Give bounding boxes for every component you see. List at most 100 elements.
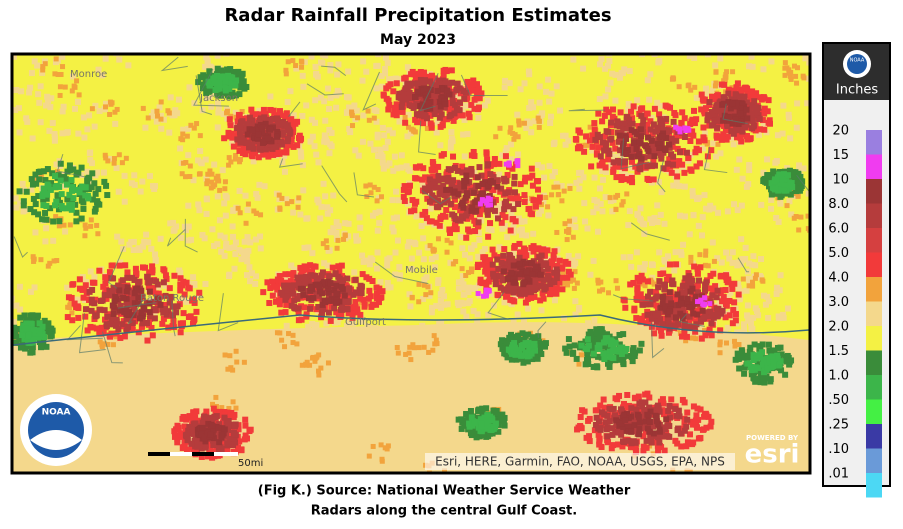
rain-cell (665, 407, 672, 414)
rain-cell (403, 351, 409, 357)
rain-cell (421, 344, 427, 350)
rain-cell (663, 416, 670, 423)
rain-cell (461, 183, 468, 190)
rain-cell (187, 313, 194, 320)
rain-cell (339, 279, 346, 286)
rain-cell (69, 317, 76, 324)
rain-cell (253, 111, 260, 118)
rain-cell (678, 443, 685, 450)
rain-cell (391, 332, 398, 339)
rain-cell (151, 185, 158, 192)
rain-cell (201, 235, 208, 242)
rain-cell (701, 413, 708, 420)
rain-cell (644, 425, 651, 432)
rain-cell (135, 245, 142, 252)
rain-cell (662, 146, 669, 153)
rain-cell (632, 148, 639, 155)
rain-cell (647, 143, 654, 150)
rain-cell (629, 144, 636, 151)
rain-cell (300, 291, 307, 298)
rain-cell (529, 271, 536, 278)
rain-cell (608, 129, 615, 136)
rain-cell (284, 99, 291, 106)
rain-cell (675, 425, 682, 432)
rain-cell (740, 276, 746, 282)
rain-cell (477, 276, 484, 283)
rain-cell (647, 126, 654, 133)
rain-cell (376, 208, 383, 215)
rain-cell (417, 76, 424, 83)
rain-cell (576, 177, 583, 184)
rain-cell (454, 299, 461, 306)
rain-cell (42, 238, 49, 245)
rain-cell (278, 277, 285, 284)
rain-cell (559, 286, 566, 293)
rain-cell (254, 135, 261, 142)
rain-cell (158, 116, 164, 122)
rain-cell (508, 210, 515, 217)
rain-cell (49, 120, 56, 127)
rain-cell (363, 68, 370, 75)
rain-cell (309, 250, 316, 257)
rain-cell (181, 438, 188, 445)
rain-cell (278, 140, 285, 147)
rain-cell (495, 215, 502, 222)
rain-cell (724, 324, 731, 331)
rain-cell (623, 176, 630, 183)
rain-cell (690, 403, 697, 410)
rain-cell (501, 84, 508, 91)
rain-cell (691, 263, 698, 270)
rain-cell (738, 236, 745, 243)
rain-cell (371, 184, 377, 190)
rain-cell (420, 256, 427, 263)
rain-cell (609, 70, 616, 77)
rain-cell (211, 242, 218, 249)
rain-cell (57, 92, 63, 98)
rain-cell (291, 297, 298, 304)
rain-cell (261, 114, 268, 121)
rain-cell (179, 171, 185, 177)
rain-cell (13, 55, 17, 60)
rain-cell (634, 284, 641, 291)
rain-cell (383, 344, 390, 351)
rain-cell (710, 205, 717, 212)
rain-cell (585, 320, 592, 327)
rain-cell (509, 216, 516, 223)
rain-cell (95, 231, 101, 237)
rain-cell (814, 70, 820, 76)
rain-cell (446, 91, 453, 98)
rain-cell (535, 186, 542, 193)
rain-cell (591, 427, 598, 434)
rain-cell (430, 475, 435, 480)
rain-cell (290, 270, 297, 277)
rain-cell (666, 414, 673, 421)
rain-cell (463, 102, 470, 109)
rain-cell (650, 157, 657, 164)
rain-cell (48, 95, 55, 102)
rain-cell (267, 285, 274, 292)
rain-cell (144, 274, 151, 281)
rain-cell (366, 261, 373, 268)
rain-cell (426, 470, 432, 472)
rain-cell (308, 116, 315, 123)
rain-cell (458, 279, 465, 286)
rain-cell (496, 244, 503, 251)
rain-cell (692, 293, 699, 300)
rain-cell (316, 352, 322, 358)
rain-cell (458, 112, 465, 119)
rain-cell (295, 197, 302, 204)
rain-cell (156, 104, 163, 111)
rain-cell (673, 314, 680, 321)
rain-cell (653, 318, 660, 325)
rain-cell (17, 200, 24, 207)
rain-cell (412, 72, 419, 79)
rain-cell (782, 72, 788, 78)
rain-cell (690, 421, 697, 428)
rain-cell (53, 56, 59, 62)
rain-cell (179, 320, 186, 327)
rain-cell (748, 55, 755, 60)
rain-cell (140, 303, 147, 310)
rain-cell (28, 70, 35, 77)
rain-cell (363, 274, 370, 281)
rain-cell (633, 406, 640, 413)
